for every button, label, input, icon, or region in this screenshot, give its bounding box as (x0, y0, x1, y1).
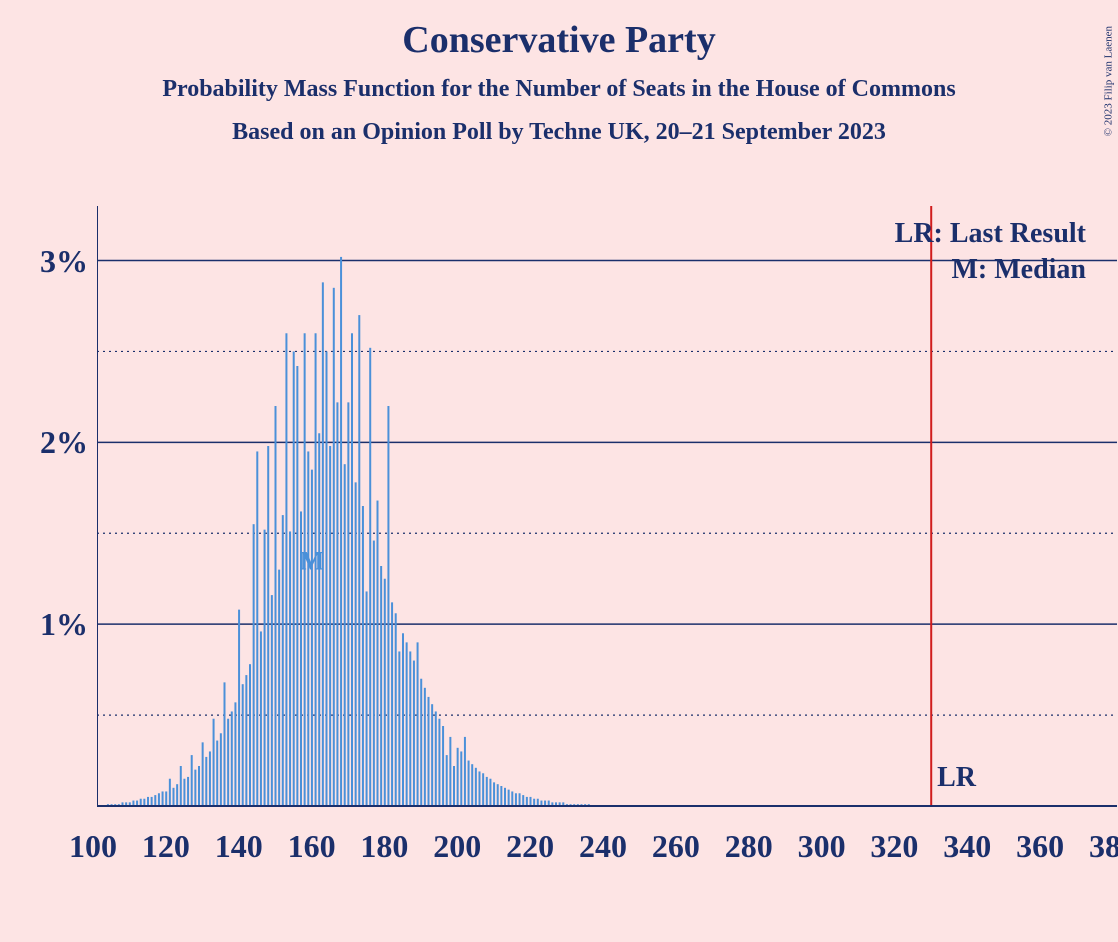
x-tick-label: 240 (579, 828, 627, 865)
x-tick-label: 300 (798, 828, 846, 865)
x-tick-label: 180 (360, 828, 408, 865)
x-tick-label: 100 (69, 828, 117, 865)
chart-subtitle-1: Probability Mass Function for the Number… (0, 76, 1118, 103)
x-tick-label: 280 (725, 828, 773, 865)
chart-subtitle-2: Based on an Opinion Poll by Techne UK, 2… (0, 119, 1118, 146)
y-tick-label: 1% (40, 606, 88, 643)
chart-plot-area: M (97, 206, 1117, 818)
x-tick-label: 260 (652, 828, 700, 865)
svg-text:M: M (300, 547, 325, 576)
last-result-marker-label: LR (937, 762, 976, 794)
x-tick-label: 200 (433, 828, 481, 865)
x-tick-label: 360 (1016, 828, 1064, 865)
x-tick-label: 220 (506, 828, 554, 865)
legend-last-result: LR: Last Result (895, 218, 1086, 250)
x-tick-label: 340 (943, 828, 991, 865)
x-tick-label: 160 (288, 828, 336, 865)
chart-svg: M (97, 206, 1117, 818)
legend-median: M: Median (951, 254, 1086, 286)
y-tick-label: 2% (40, 424, 88, 461)
y-tick-label: 3% (40, 243, 88, 280)
copyright-text: © 2023 Filip van Laenen (1102, 26, 1114, 136)
chart-title: Conservative Party (0, 18, 1118, 62)
x-tick-label: 320 (870, 828, 918, 865)
x-tick-label: 380 (1089, 828, 1118, 865)
x-tick-label: 140 (215, 828, 263, 865)
x-tick-label: 120 (142, 828, 190, 865)
